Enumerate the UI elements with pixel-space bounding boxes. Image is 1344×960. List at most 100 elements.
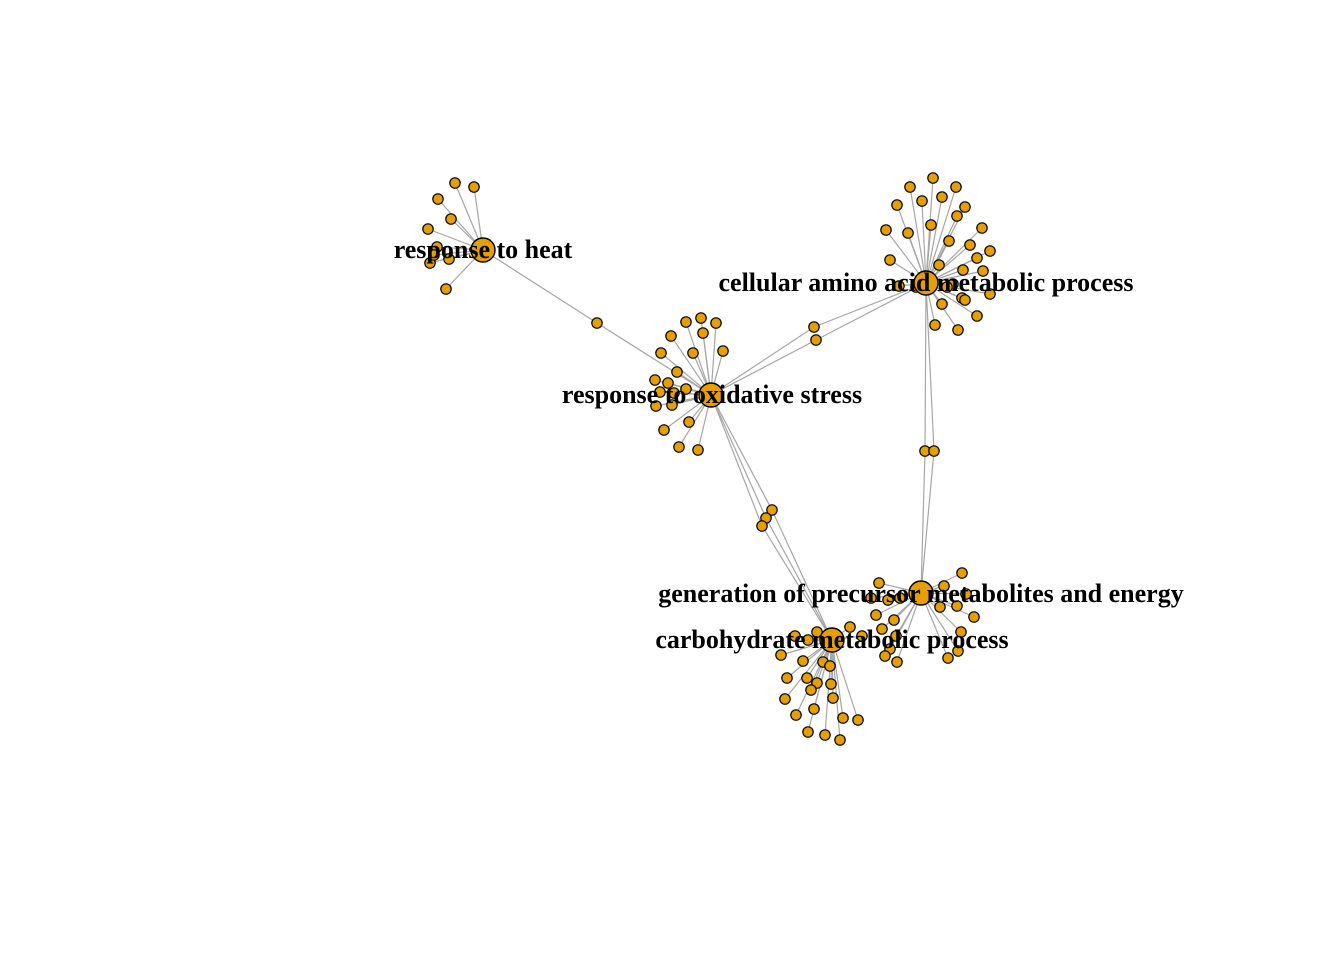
gene-node-oxid [710, 317, 722, 329]
gene-node-amino [959, 201, 971, 213]
hub-nodes-layer [470, 237, 939, 653]
hub-node-amino [913, 270, 939, 296]
gene-node-carb [775, 649, 787, 661]
hub-node-oxid [698, 382, 724, 408]
gene-nodes-layer [422, 172, 996, 746]
edge-carb [831, 639, 844, 719]
gene-node-carb [819, 729, 831, 741]
gene-node-oxid [687, 347, 699, 359]
gene-node-oxid [668, 387, 680, 399]
hub-label-amino: cellular amino acid metabolic process [719, 268, 1134, 297]
gene-node-oxid [680, 316, 692, 328]
gene-node-heat [445, 213, 457, 225]
gene-node-precursor [879, 650, 891, 662]
gene-node-precursor [955, 626, 967, 638]
gene-node-amino [925, 219, 937, 231]
edge-oxid [685, 321, 712, 396]
gene-node-shared-heat-oxid [591, 317, 603, 329]
gene-node-carb [852, 714, 864, 726]
gene-node-carb [837, 712, 849, 724]
gene-node-precursor [952, 645, 964, 657]
edge-amino [921, 200, 927, 284]
hub-label-precursor: generation of precursor metabolites and … [658, 579, 1183, 608]
edge-amino [909, 186, 927, 284]
gene-node-precursor [894, 592, 906, 604]
edge-shared-oxid-carb [765, 517, 833, 641]
hub-label-carb: carbohydrate metabolic process [655, 625, 1008, 654]
gene-node-amino [904, 181, 916, 193]
gene-node-amino [951, 210, 963, 222]
gene-node-oxid [650, 400, 662, 412]
edge-carb [831, 639, 859, 721]
gene-node-carb [797, 655, 809, 667]
gene-node-heat [428, 249, 440, 261]
gene-node-amino [943, 235, 955, 247]
gene-node-heat [468, 181, 480, 193]
edge-shared-amino-precursor [925, 282, 935, 452]
gene-node-precursor [891, 656, 903, 668]
gene-node-amino [941, 281, 953, 293]
edge-amino [925, 227, 983, 284]
gene-node-carb [856, 630, 868, 642]
edge-shared-oxid-amino [710, 326, 815, 396]
gene-node-heat [443, 253, 455, 265]
gene-node-amino [927, 172, 939, 184]
gene-node-precursor [865, 592, 877, 604]
edge-shared-oxid-amino [815, 282, 927, 341]
gene-node-amino [950, 181, 962, 193]
gene-node-precursor [938, 580, 950, 592]
gene-node-amino [984, 288, 996, 300]
gene-node-carb [825, 678, 837, 690]
gene-node-oxid [658, 424, 670, 436]
gene-node-oxid [666, 399, 678, 411]
gene-node-oxid [695, 312, 707, 324]
gene-node-precursor [960, 588, 972, 600]
gene-node-precursor [934, 601, 946, 613]
gene-node-precursor [968, 611, 980, 623]
gene-node-carb [781, 672, 793, 684]
gene-node-carb [805, 684, 817, 696]
gene-node-amino [964, 239, 976, 251]
gene-node-precursor [882, 594, 894, 606]
gene-node-carb [802, 634, 814, 646]
edge-shared-oxid-carb [771, 509, 833, 641]
edge-shared-oxid-carb [761, 525, 833, 641]
gene-node-precursor [876, 623, 888, 635]
gene-node-oxid [665, 330, 677, 342]
gene-node-heat [422, 223, 434, 235]
gene-node-shared-oxid-amino [808, 321, 820, 333]
gene-node-carb [802, 726, 814, 738]
gene-node-precursor [951, 600, 963, 612]
gene-node-precursor [870, 609, 882, 621]
edge-shared-oxid-carb [710, 394, 773, 511]
gene-node-oxid [673, 441, 685, 453]
gene-node-carb [801, 672, 813, 684]
gene-node-carb [779, 693, 791, 705]
gene-node-oxid [649, 374, 661, 386]
gene-node-shared-oxid-amino [810, 334, 822, 346]
gene-node-precursor [942, 652, 954, 664]
gene-node-amino [880, 224, 892, 236]
gene-node-carb [834, 734, 846, 746]
gene-node-precursor [956, 567, 968, 579]
edge-shared-amino-precursor [920, 450, 926, 594]
gene-node-oxid [662, 377, 674, 389]
edge-shared-oxid-carb [710, 394, 767, 519]
gene-node-amino [976, 222, 988, 234]
gene-node-oxid [655, 347, 667, 359]
gene-node-amino [957, 264, 969, 276]
hub-label-oxid: response to oxidative stress [562, 380, 862, 409]
gene-node-carb [789, 630, 801, 642]
gene-node-amino [984, 245, 996, 257]
gene-node-oxid [680, 383, 692, 395]
gene-node-amino [916, 195, 928, 207]
gene-node-precursor [873, 577, 885, 589]
hub-node-precursor [908, 580, 934, 606]
labels-layer: response to heat cellular amino acid met… [394, 235, 1184, 654]
gene-node-amino [936, 191, 948, 203]
edge-shared-oxid-amino [710, 339, 817, 396]
edge-amino [925, 196, 943, 284]
gene-node-oxid [697, 327, 709, 339]
